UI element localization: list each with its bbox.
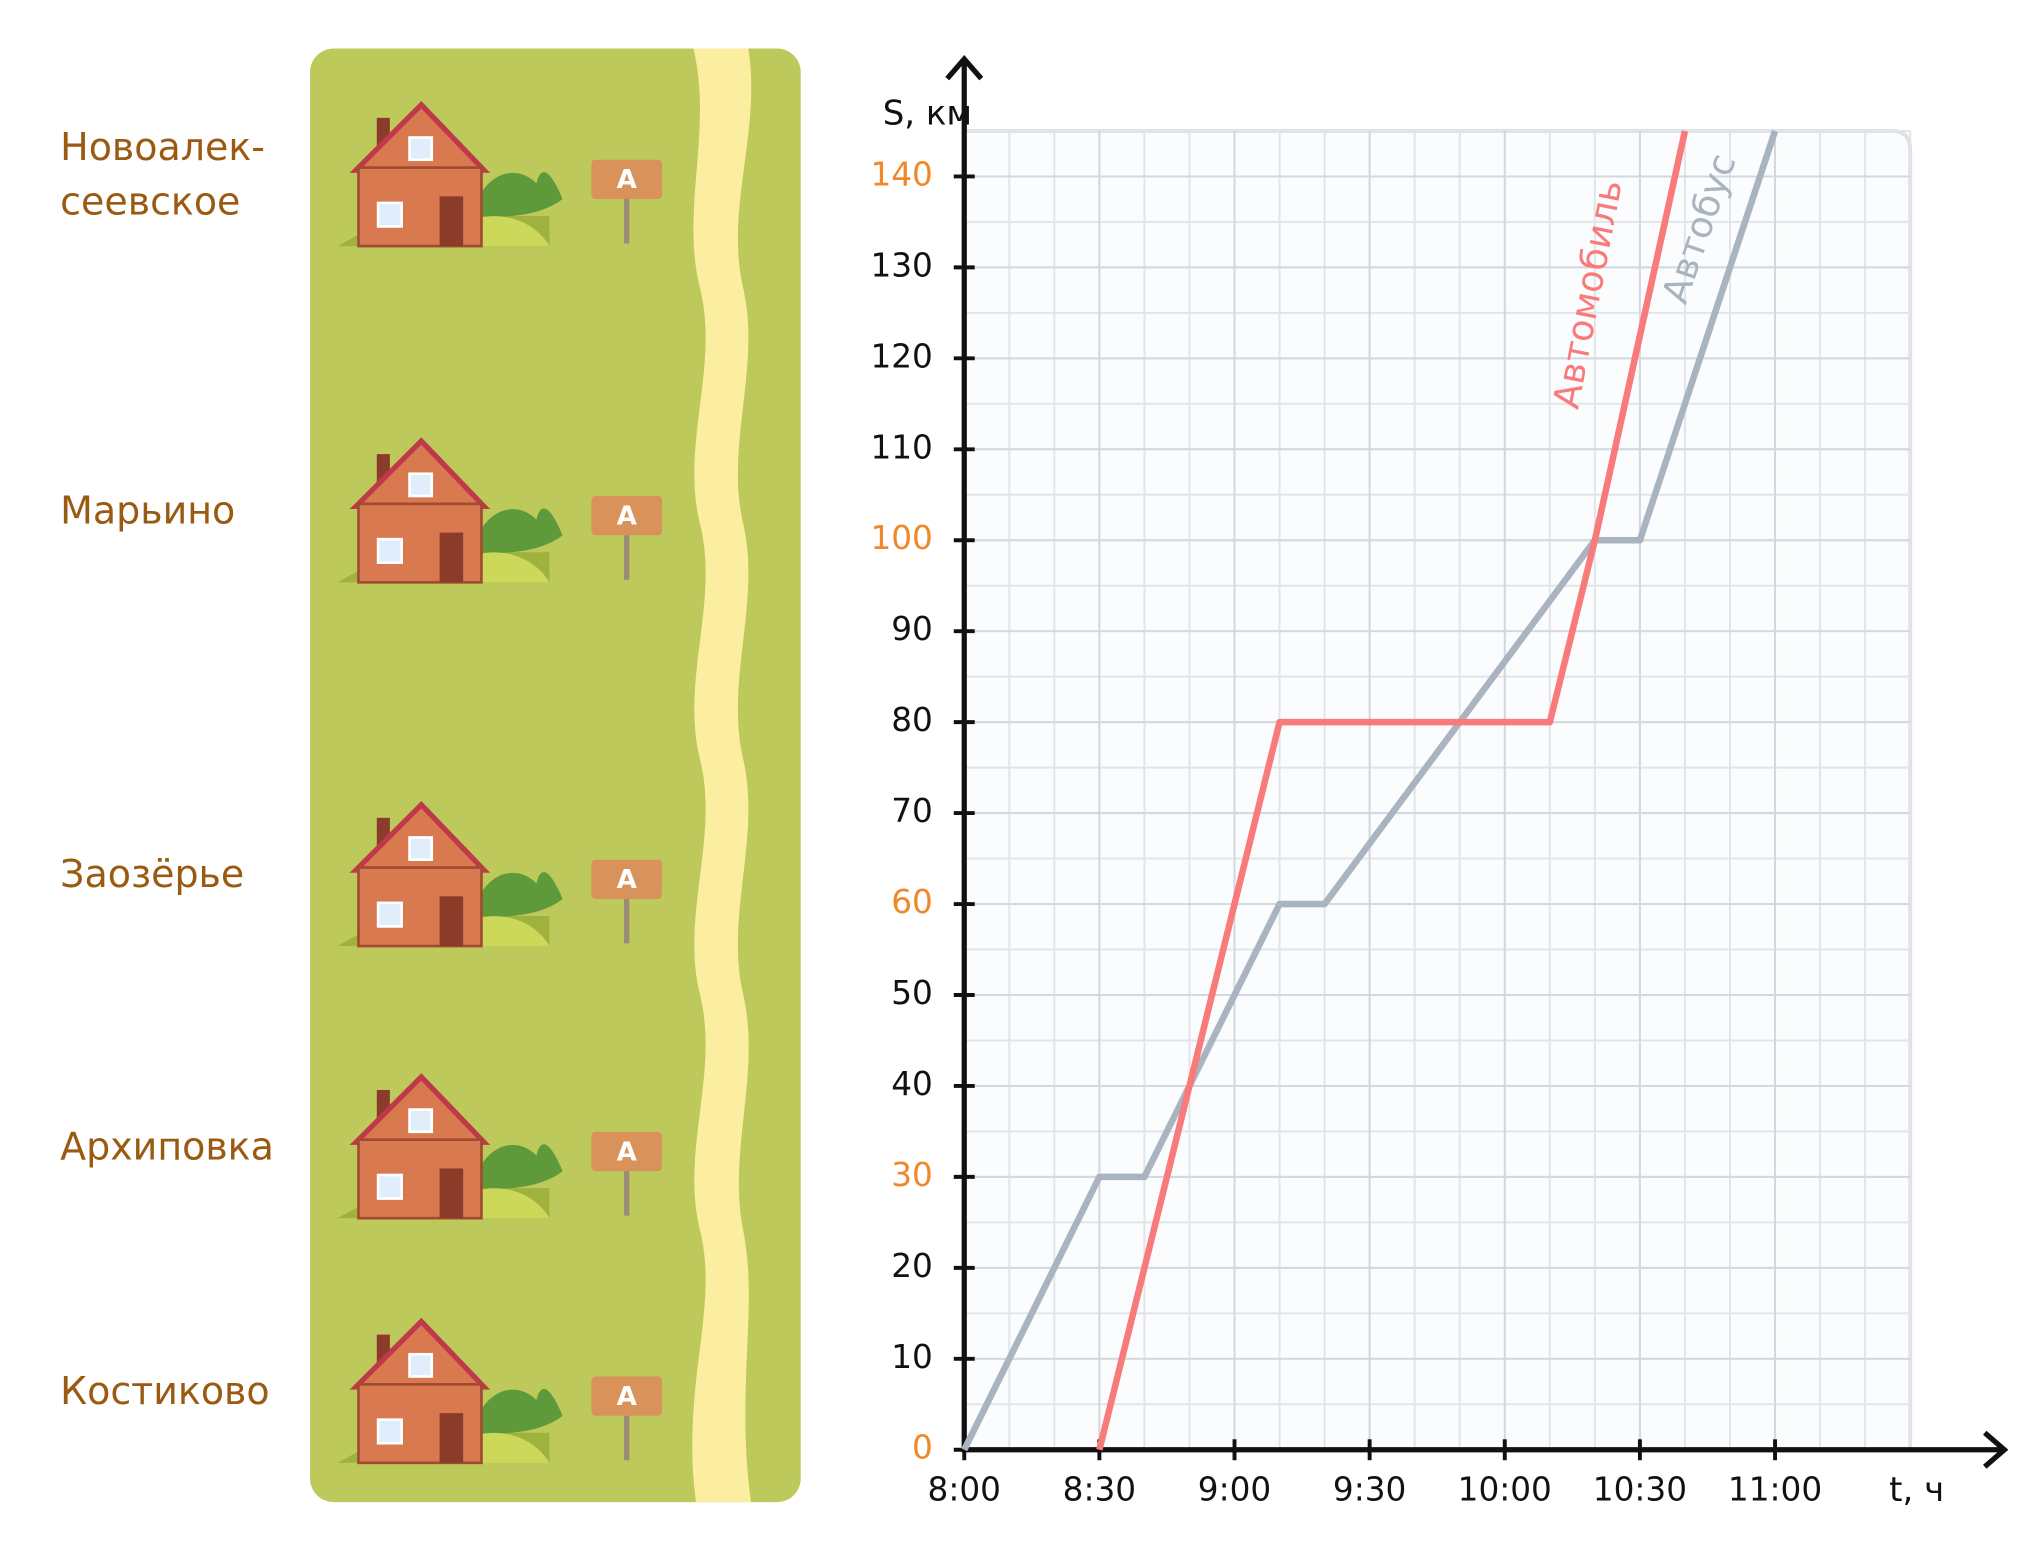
house: А	[337, 1073, 663, 1220]
road	[692, 48, 752, 1503]
y-axis-label: S, км	[883, 94, 972, 134]
arrow	[945, 55, 2009, 1469]
plot-area	[962, 128, 1913, 1452]
y-tick-label: 50	[891, 974, 933, 1012]
window	[376, 537, 403, 565]
sign-label: А	[617, 1137, 638, 1167]
window	[408, 472, 434, 498]
window	[376, 1173, 403, 1200]
sign	[591, 1376, 663, 1416]
bush	[471, 172, 563, 217]
y-tick-label: 140	[870, 155, 932, 193]
bush	[471, 872, 563, 917]
x-tick-label: 9:30	[1333, 1471, 1406, 1509]
y-tick-label: 100	[870, 519, 932, 557]
house: А	[337, 101, 663, 248]
sign-label: А	[617, 1382, 638, 1412]
series-line	[961, 129, 1779, 1452]
window	[408, 1352, 434, 1378]
x-tick-label: 9:00	[1198, 1471, 1271, 1509]
x-tick-label: 10:30	[1593, 1471, 1687, 1509]
y-tick-label: 70	[891, 792, 933, 830]
y-tick-label: 130	[870, 246, 932, 284]
sign-label: А	[617, 865, 638, 895]
window	[408, 136, 434, 162]
x-tick-label: 10:00	[1458, 1471, 1552, 1509]
y-tick-label: 10	[891, 1338, 933, 1376]
window	[408, 1108, 434, 1134]
house: А	[337, 437, 663, 584]
window	[408, 836, 434, 862]
village-name: Заозёрье	[60, 852, 244, 896]
y-tick-label: 0	[912, 1429, 933, 1467]
sign	[591, 495, 663, 536]
door	[439, 1168, 464, 1219]
series-line	[1096, 130, 1689, 1451]
window	[376, 201, 403, 228]
y-tick-label: 110	[870, 428, 932, 466]
village-name: Костиково	[60, 1369, 269, 1413]
sign-label: А	[617, 165, 638, 195]
y-tick-label: 40	[891, 1065, 933, 1103]
y-tick-label: 20	[891, 1247, 933, 1285]
y-tick-label: 120	[870, 337, 932, 375]
village-name: Новоалек-	[60, 125, 265, 169]
bush	[471, 508, 563, 554]
door	[439, 532, 464, 583]
x-tick-label: 11:00	[1728, 1471, 1822, 1509]
sign-label: А	[617, 501, 638, 531]
village-name: сеевское	[60, 180, 240, 224]
y-tick-label: 30	[891, 1156, 933, 1194]
village-name: Марьино	[60, 488, 235, 532]
door	[439, 896, 464, 947]
y-tick-label: 60	[891, 883, 933, 921]
window	[376, 1418, 403, 1445]
sign	[591, 1131, 663, 1172]
house: А	[337, 801, 663, 948]
y-tick-label: 80	[891, 701, 933, 739]
sign	[591, 859, 663, 899]
x-tick-label: 8:00	[928, 1471, 1001, 1509]
y-tick-label: 90	[891, 610, 933, 648]
window	[376, 901, 403, 928]
sign	[591, 159, 663, 199]
x-axis-label: t, ч	[1889, 1470, 1944, 1510]
door	[439, 196, 464, 247]
door	[439, 1413, 464, 1463]
house: А	[337, 1317, 663, 1465]
x-tick-label: 8:30	[1063, 1471, 1136, 1509]
bush	[471, 1144, 563, 1189]
bush	[471, 1388, 563, 1434]
village-name: Архиповка	[60, 1124, 274, 1168]
